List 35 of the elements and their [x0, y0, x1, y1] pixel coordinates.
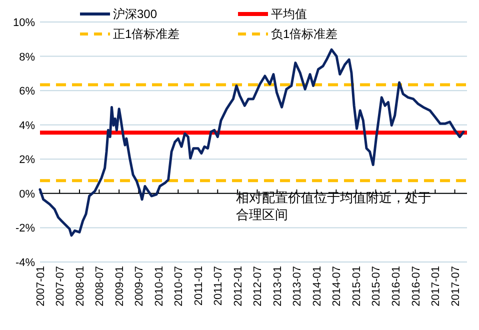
x-tick-label: 2009-01 [114, 266, 126, 306]
legend-label: 平均值 [271, 7, 307, 21]
y-tick-label: 0% [19, 188, 36, 200]
x-tick-label: 2011-07 [212, 266, 225, 306]
x-tick-label: 2017-01 [430, 266, 442, 306]
x-tick-label: 2014-01 [312, 266, 324, 306]
x-tick-label: 2015-07 [370, 266, 383, 306]
x-tick-label: 2007-01 [35, 266, 47, 306]
y-tick-label: 2% [19, 154, 36, 166]
x-tick-label: 2007-07 [54, 266, 67, 306]
y-tick-label: -2% [15, 222, 36, 235]
x-tick-label: 2013-07 [292, 266, 304, 306]
legend-label: 沪深300 [113, 7, 158, 21]
x-tick-label: 2011-01 [193, 266, 206, 306]
y-tick-label: 6% [19, 86, 36, 98]
x-tick-label: 2012-01 [232, 266, 245, 306]
x-tick-label: 2009-07 [134, 266, 146, 306]
x-tick-label: 2015-01 [351, 266, 364, 306]
y-tick-label: 4% [19, 120, 36, 132]
legend-label: 负1倍标准差 [271, 27, 338, 41]
line-series [38, 48, 465, 237]
x-tick-label: 2017-07 [450, 266, 462, 306]
x-tick-label: 2010-07 [173, 266, 186, 306]
x-tick-label: 2014-07 [331, 266, 344, 306]
y-tick-label: 10% [12, 17, 36, 29]
x-tick-label: 2008-07 [94, 266, 106, 306]
x-tick-label: 2013-01 [272, 266, 284, 306]
x-tick-label: 2012-07 [252, 266, 264, 306]
y-tick-label: -4% [15, 257, 36, 269]
x-tick-label: 2016-07 [410, 266, 422, 306]
x-tick-label: 2010-01 [154, 266, 166, 306]
x-tick-label: 2008-01 [74, 266, 86, 306]
y-tick-label: 8% [19, 51, 36, 64]
x-tick-label: 2016-01 [390, 266, 403, 306]
legend-label: 正1倍标准差 [113, 27, 180, 41]
